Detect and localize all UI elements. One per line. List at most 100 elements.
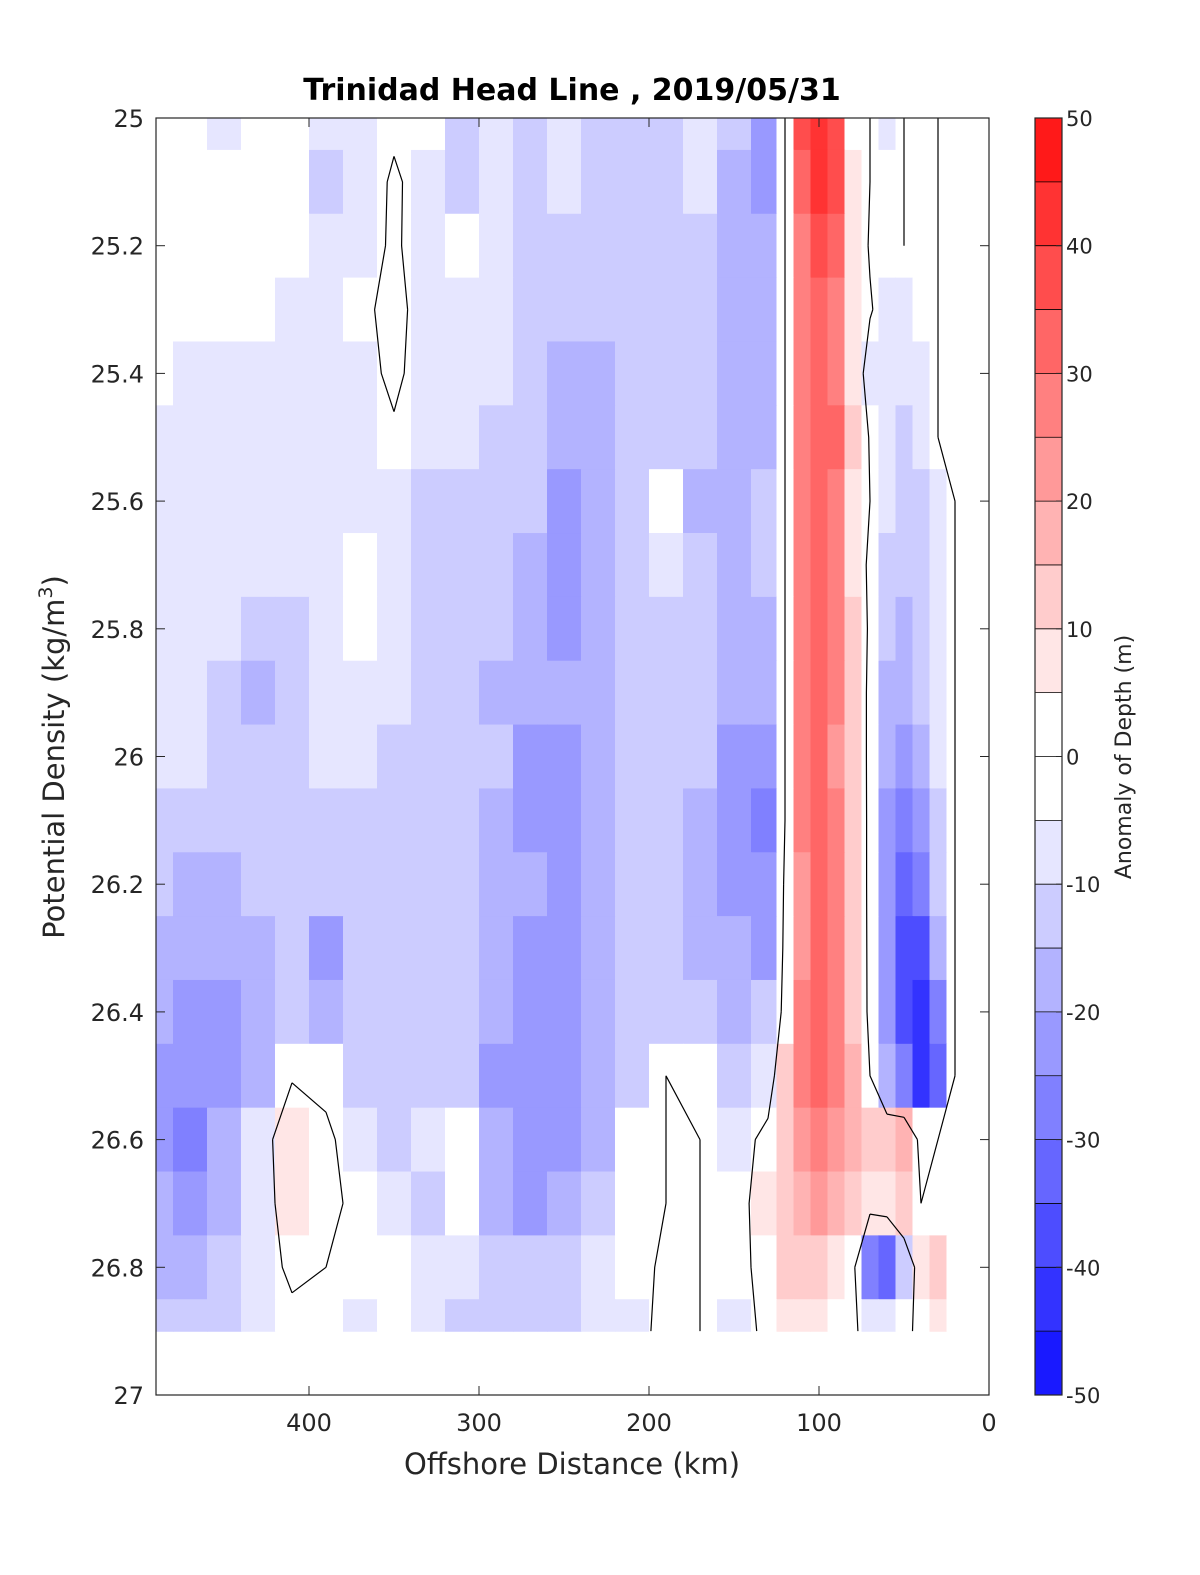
anomaly-cell: [649, 277, 684, 343]
anomaly-cell: [479, 1235, 514, 1300]
anomaly-cell: [173, 1171, 208, 1236]
anomaly-cell: [861, 405, 880, 470]
anomaly-cell: [810, 405, 829, 470]
colorbar-tick-label: 20: [1066, 490, 1093, 514]
anomaly-cell: [793, 1107, 812, 1173]
anomaly-cell: [861, 724, 880, 790]
anomaly-cell: [878, 724, 897, 790]
x-axis-label: Offshore Distance (km): [404, 1447, 740, 1481]
colorbar-band: [1035, 820, 1062, 885]
anomaly-cell: [275, 596, 310, 662]
anomaly-cell: [844, 118, 863, 151]
anomaly-cell: [377, 596, 412, 662]
anomaly-cell: [649, 788, 684, 853]
anomaly-cell: [878, 149, 897, 215]
anomaly-cell: [861, 213, 880, 279]
anomaly-cell: [912, 277, 931, 343]
anomaly-cell: [156, 1043, 174, 1109]
colorbar-tick-label: 40: [1066, 235, 1093, 259]
anomaly-cell: [513, 660, 548, 726]
anomaly-cell: [343, 1299, 378, 1332]
anomaly-cell: [241, 1171, 276, 1236]
anomaly-cell: [479, 533, 514, 598]
anomaly-cell: [895, 852, 914, 917]
anomaly-cell: [810, 1107, 829, 1173]
anomaly-cell: [895, 1107, 914, 1173]
anomaly-cell: [309, 1043, 344, 1109]
anomaly-cell: [912, 979, 931, 1045]
anomaly-cell: [581, 979, 616, 1045]
anomaly-cell: [173, 596, 208, 662]
anomaly-cell: [683, 852, 718, 917]
anomaly-cell: [615, 724, 650, 790]
anomaly-cell: [547, 469, 582, 534]
anomaly-cell: [343, 405, 378, 470]
anomaly-cell: [751, 341, 778, 406]
anomaly-cell: [895, 1299, 914, 1332]
anomaly-cell: [581, 1107, 616, 1173]
anomaly-cell: [547, 213, 582, 279]
anomaly-cell: [479, 213, 514, 279]
anomaly-cell: [683, 724, 718, 790]
anomaly-cell: [717, 596, 752, 662]
anomaly-cell: [827, 1043, 846, 1109]
anomaly-cell: [445, 277, 480, 343]
anomaly-cell: [895, 660, 914, 726]
anomaly-cell: [581, 1299, 616, 1332]
anomaly-cell: [717, 852, 752, 917]
anomaly-cell: [411, 341, 446, 406]
colorbar-band: [1035, 1011, 1062, 1077]
colorbar-band: [1035, 309, 1062, 374]
anomaly-cell: [275, 341, 310, 406]
anomaly-cell: [309, 1299, 344, 1332]
anomaly-cell: [445, 852, 480, 917]
anomaly-cell: [827, 979, 846, 1045]
anomaly-cell: [861, 341, 880, 406]
anomaly-cell: [343, 852, 378, 917]
anomaly-cell: [411, 533, 446, 598]
anomaly-cell: [275, 533, 310, 598]
anomaly-cell: [793, 788, 812, 853]
anomaly-cell: [241, 213, 276, 279]
anomaly-cell: [445, 405, 480, 470]
anomaly-cell: [717, 916, 752, 981]
anomaly-cell: [861, 916, 880, 981]
anomaly-cell: [827, 1299, 846, 1332]
anomaly-cell: [309, 596, 344, 662]
anomaly-cell: [377, 1171, 412, 1236]
anomaly-cell: [649, 213, 684, 279]
anomaly-cell: [479, 1043, 514, 1109]
anomaly-cell: [275, 149, 310, 215]
anomaly-cell: [844, 405, 863, 470]
anomaly-cell: [793, 213, 812, 279]
anomaly-cell: [649, 979, 684, 1045]
anomaly-cell: [156, 1299, 174, 1332]
anomaly-cell: [343, 533, 378, 598]
anomaly-cell: [912, 916, 931, 981]
anomaly-cell: [878, 1107, 897, 1173]
anomaly-cell: [717, 1043, 752, 1109]
anomaly-cell: [615, 341, 650, 406]
anomaly-cell: [861, 1171, 880, 1236]
anomaly-cell: [912, 118, 931, 151]
anomaly-cell: [241, 724, 276, 790]
anomaly-cell: [912, 1235, 931, 1300]
anomaly-cell: [411, 724, 446, 790]
anomaly-cell: [513, 1107, 548, 1173]
anomaly-cell: [895, 1235, 914, 1300]
anomaly-cell: [411, 916, 446, 981]
anomaly-cell: [649, 724, 684, 790]
anomaly-cell: [173, 660, 208, 726]
anomaly-cell: [241, 788, 276, 853]
anomaly-cell: [343, 1043, 378, 1109]
anomaly-cell: [411, 788, 446, 853]
anomaly-cell: [793, 1235, 812, 1300]
colorbar-band: [1035, 373, 1062, 438]
anomaly-cell: [912, 1299, 931, 1332]
anomaly-cell: [810, 596, 829, 662]
anomaly-cell: [649, 405, 684, 470]
anomaly-cell: [615, 660, 650, 726]
anomaly-cell: [445, 916, 480, 981]
anomaly-cell: [411, 118, 446, 151]
anomaly-cell: [581, 596, 616, 662]
